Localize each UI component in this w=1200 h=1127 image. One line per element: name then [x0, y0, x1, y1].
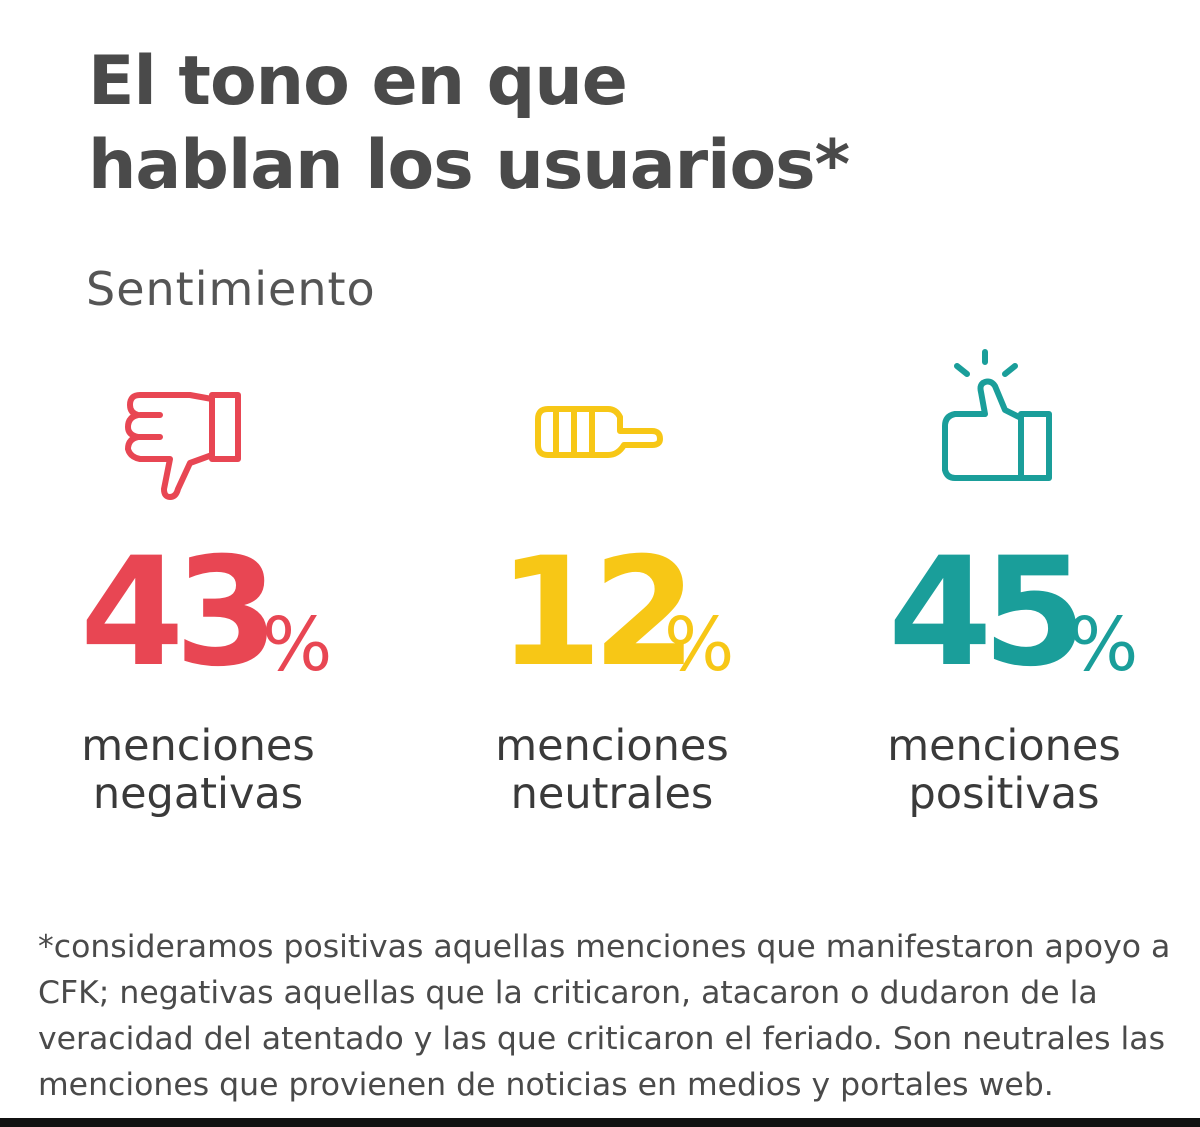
thumbs-up-icon: [942, 349, 1052, 481]
label-neutrales: menciones neutrales: [412, 722, 812, 818]
label-line1-positivas: menciones: [887, 721, 1121, 771]
chart-subtitle: Sentimiento: [86, 262, 376, 316]
label-line2-neutrales: neutrales: [510, 769, 714, 819]
value-neutrales: 12: [498, 526, 697, 700]
footnote: *consideramos positivas aquellas mencion…: [38, 929, 1171, 1103]
unit-negativas: %: [262, 602, 333, 688]
label-line1-neutrales: menciones: [495, 721, 729, 771]
value-positivas: 45: [888, 526, 1087, 700]
bottom-border: [0, 1118, 1200, 1127]
label-line2-positivas: positivas: [908, 769, 1100, 819]
unit-neutrales: %: [664, 602, 735, 688]
label-negativas: menciones negativas: [0, 722, 398, 818]
label-line1-negativas: menciones: [81, 721, 315, 771]
unit-positivas: %: [1068, 602, 1139, 688]
thumbs-sideways-icon: [535, 406, 663, 458]
label-positivas: menciones positivas: [804, 722, 1200, 818]
thumbs-down-icon: [125, 392, 241, 500]
chart-title: El tono en que hablan los usuarios*: [88, 42, 850, 205]
value-negativas: 43: [80, 526, 279, 700]
label-line2-negativas: negativas: [92, 769, 304, 819]
